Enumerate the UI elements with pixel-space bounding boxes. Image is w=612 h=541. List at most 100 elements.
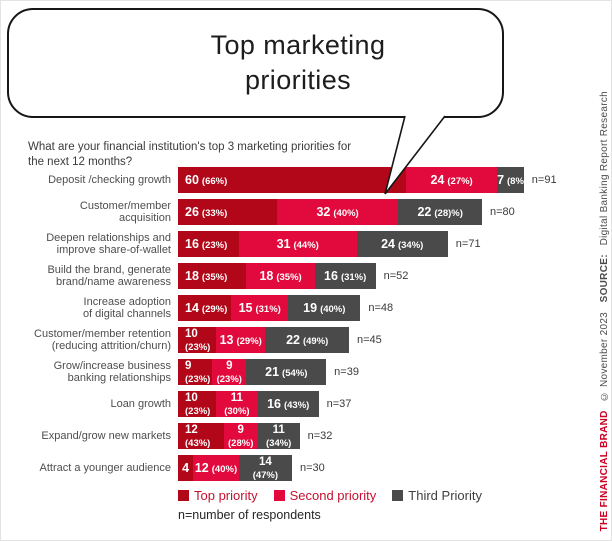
segment-value-label: 19 (40%) (303, 301, 346, 315)
n-label: n=71 (455, 238, 481, 250)
segment-value-label: 24 (34%) (381, 237, 424, 251)
legend-swatch-icon (273, 490, 285, 501)
bar-segment-third-priority: 22 (28)%) (398, 199, 482, 225)
bar-segment-second-priority: 12 (40%) (193, 455, 239, 481)
segment-value-label: 16 (43%) (267, 397, 310, 411)
segment-value-label: 9 (23%) (216, 360, 242, 385)
stacked-bar: 14 (29%) 15 (31%) 19 (40%) (178, 295, 361, 321)
legend-swatch-icon (392, 490, 404, 501)
segment-value-label: 9 (28%) (228, 424, 254, 449)
segment-value-label: 13 (29%) (219, 333, 262, 347)
legend: Top priority Second priority Third Priorit… (178, 488, 482, 503)
footnote: n=number of respondents (178, 508, 321, 522)
n-label: n=52 (383, 270, 409, 282)
row-label: Expand/grow new markets (41, 429, 171, 442)
bar-segment-third-priority: 19 (40%) (288, 295, 361, 321)
segment-value-label: 24 (27%) (430, 173, 473, 187)
bar-segment-second-priority: 9 (23%) (212, 359, 247, 385)
segment-value-label: 4 (182, 461, 190, 475)
stacked-bar: 12 (43%) 9 (28%) 11 (34%) (178, 423, 300, 449)
legend-swatch-icon (178, 490, 189, 501)
row-label: Customer/member retention (reducing attri… (34, 327, 171, 353)
legend-label: Third Priority (408, 488, 482, 503)
chart-row: Grow/increase business banking relationsh… (1, 359, 586, 385)
segment-value-label: 10 (23%) (185, 328, 211, 353)
row-label: Build the brand, generate brand/name awar… (47, 263, 171, 289)
segment-value-label: 14 (47%) (252, 456, 279, 481)
segment-value-label: 16 (31%) (324, 269, 367, 283)
title-line-2: priorities (244, 65, 352, 95)
chart-row: Customer/member retention (reducing attri… (1, 327, 586, 353)
segment-value-label: 22 (49%) (286, 333, 329, 347)
n-label: n=39 (334, 366, 359, 378)
bar-segment-top-priority: 12 (43%) (178, 423, 224, 449)
bar-segment-third-priority: 16 (43%) (257, 391, 319, 417)
stacked-bar: 26 (33%) 32 (40%) 22 (28)%) (178, 199, 482, 225)
n-label: n=37 (326, 398, 352, 410)
source-attribution: THE FINANCIAL BRAND © November 2023 SOUR… (599, 88, 610, 534)
stacked-bar: 16 (23%) 31 (44%) 24 (34%) (178, 231, 448, 257)
legend-item: Second priority (273, 488, 377, 503)
legend-label: Second priority (289, 488, 377, 503)
source-label: SOURCE: (599, 254, 610, 303)
segment-value-label: 22 (28)%) (417, 205, 463, 219)
stacked-bar: 9 (23%) 9 (23%) 21 (54%) (178, 359, 327, 385)
bar-segment-third-priority: 7 (8% (497, 167, 524, 193)
copyright-text: © November 2023 (599, 311, 610, 401)
bar-segment-third-priority: 24 (34%) (356, 231, 448, 257)
row-label: Increase adoption of digital channels (82, 295, 171, 321)
segment-value-label: 15 (31%) (238, 301, 281, 315)
bar-segment-top-priority: 14 (29%) (178, 295, 232, 321)
bar-segment-top-priority: 10 (23%) (178, 391, 216, 417)
chart-row: Customer/member acquisition 26 (33%) 32 (40%)… (1, 199, 586, 225)
chart-row: Deepen relationships and improve share-of… (1, 231, 586, 257)
segment-value-label: 11 (30%) (224, 392, 250, 417)
chart-row: Attract a younger audience 4 12 (40%) 14 (47%… (1, 455, 586, 481)
segment-value-label: 7 (8% (497, 173, 524, 187)
legend-item: Top priority (178, 488, 258, 503)
segment-value-label: 14 (29%) (185, 301, 228, 315)
bar-segment-third-priority: 21 (54%) (246, 359, 327, 385)
segment-value-label: 26 (33%) (185, 205, 228, 219)
row-label: Deepen relationships and improve share-of… (46, 231, 171, 257)
bar-segment-top-priority: 4 (178, 455, 194, 481)
segment-value-label: 32 (40%) (316, 205, 359, 219)
bar-segment-top-priority: 26 (33%) (178, 199, 277, 225)
bar-segment-third-priority: 22 (49%) (265, 327, 349, 353)
segment-value-label: 31 (44%) (276, 237, 319, 251)
n-label: n=48 (368, 302, 394, 314)
bar-segment-second-priority: 15 (31%) (231, 295, 289, 321)
bar-segment-second-priority: 31 (44%) (238, 231, 357, 257)
row-label: Deposit /checking growth (48, 173, 171, 186)
chart-row: Deposit /checking growth 60 (66%) 24 (27%) 7(… (1, 167, 586, 193)
segment-value-label: 10 (23%) (185, 392, 211, 417)
bar-segment-top-priority: 10 (23%) (178, 327, 216, 353)
row-label: Loan growth (110, 397, 171, 410)
segment-value-label: 21 (54%) (265, 365, 308, 379)
segment-value-label: 11 (34%) (266, 424, 292, 449)
segment-value-label: 60 (66%) (185, 173, 228, 187)
segment-value-label: 12 (40%) (194, 461, 238, 475)
bar-segment-second-priority: 24 (27%) (406, 167, 498, 193)
n-label: n=30 (299, 462, 325, 474)
legend-item: Third Priority (392, 488, 482, 503)
bar-segment-second-priority: 9 (28%) (223, 423, 258, 449)
bar-segment-third-priority: 14 (47%) (238, 455, 292, 481)
stacked-bar: 10 (23%) 13 (29%) 22 (49%) (178, 327, 349, 353)
stacked-bar: 4 12 (40%) 14 (47%) (178, 455, 292, 481)
speech-bubble-tail-icon (384, 115, 446, 195)
stacked-bar: 10 (23%) 11 (30%) 16 (43%) (178, 391, 319, 417)
chart-row: Build the brand, generate brand/name awar… (1, 263, 586, 289)
n-label: n=45 (356, 334, 382, 346)
segment-value-label: 18 (35%) (259, 269, 302, 283)
bar-segment-top-priority: 60 (66%) (178, 167, 406, 193)
n-label: n=91 (531, 174, 557, 186)
brand-name: THE FINANCIAL BRAND (599, 409, 610, 531)
page-title: Top marketing priorities (211, 28, 386, 98)
n-label: n=80 (489, 206, 515, 218)
bar-segment-top-priority: 9 (23%) (178, 359, 213, 385)
survey-question: What are your financial institution's to… (28, 140, 351, 170)
segment-value-label: 16 (23%) (185, 237, 228, 251)
legend-label: Top priority (194, 488, 258, 503)
